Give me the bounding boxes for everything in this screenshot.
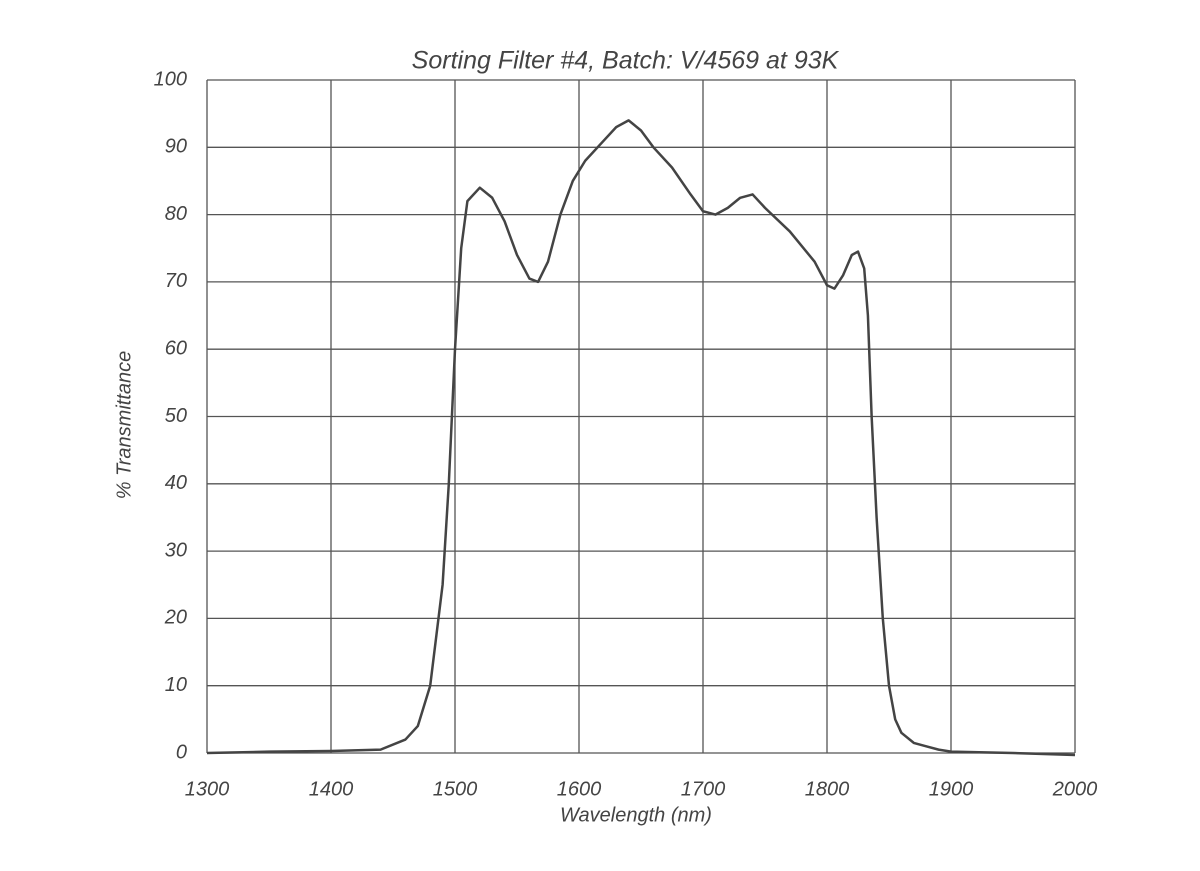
x-axis-label: Wavelength (nm) bbox=[560, 804, 712, 826]
x-tick-label: 1500 bbox=[433, 778, 478, 800]
x-tick-label: 2000 bbox=[1052, 778, 1098, 800]
y-tick-label: 80 bbox=[165, 203, 187, 225]
y-tick-label: 90 bbox=[165, 136, 187, 158]
x-tick-label: 1600 bbox=[557, 778, 602, 800]
y-tick-label: 40 bbox=[165, 472, 187, 494]
y-axis-label: % Transmittance bbox=[113, 351, 135, 500]
x-tick-label: 1300 bbox=[185, 778, 230, 800]
data-line bbox=[206, 119, 1076, 757]
y-tick-label: 60 bbox=[165, 337, 187, 359]
y-tick-label: 50 bbox=[165, 405, 187, 427]
x-tick-label: 1400 bbox=[309, 778, 354, 800]
x-tick-label: 1800 bbox=[805, 778, 850, 800]
y-tick-label: 70 bbox=[165, 270, 187, 292]
y-tick-label: 30 bbox=[165, 539, 187, 561]
chart-title: Sorting Filter #4, Batch: V/4569 at 93K bbox=[412, 47, 840, 75]
y-tick-label: 0 bbox=[176, 741, 187, 763]
y-tick-label: 20 bbox=[164, 607, 187, 629]
y-tick-label: 100 bbox=[154, 68, 187, 90]
y-tick-label: 10 bbox=[165, 674, 187, 696]
x-tick-label: 1700 bbox=[681, 778, 726, 800]
x-tick-label: 1900 bbox=[929, 778, 974, 800]
